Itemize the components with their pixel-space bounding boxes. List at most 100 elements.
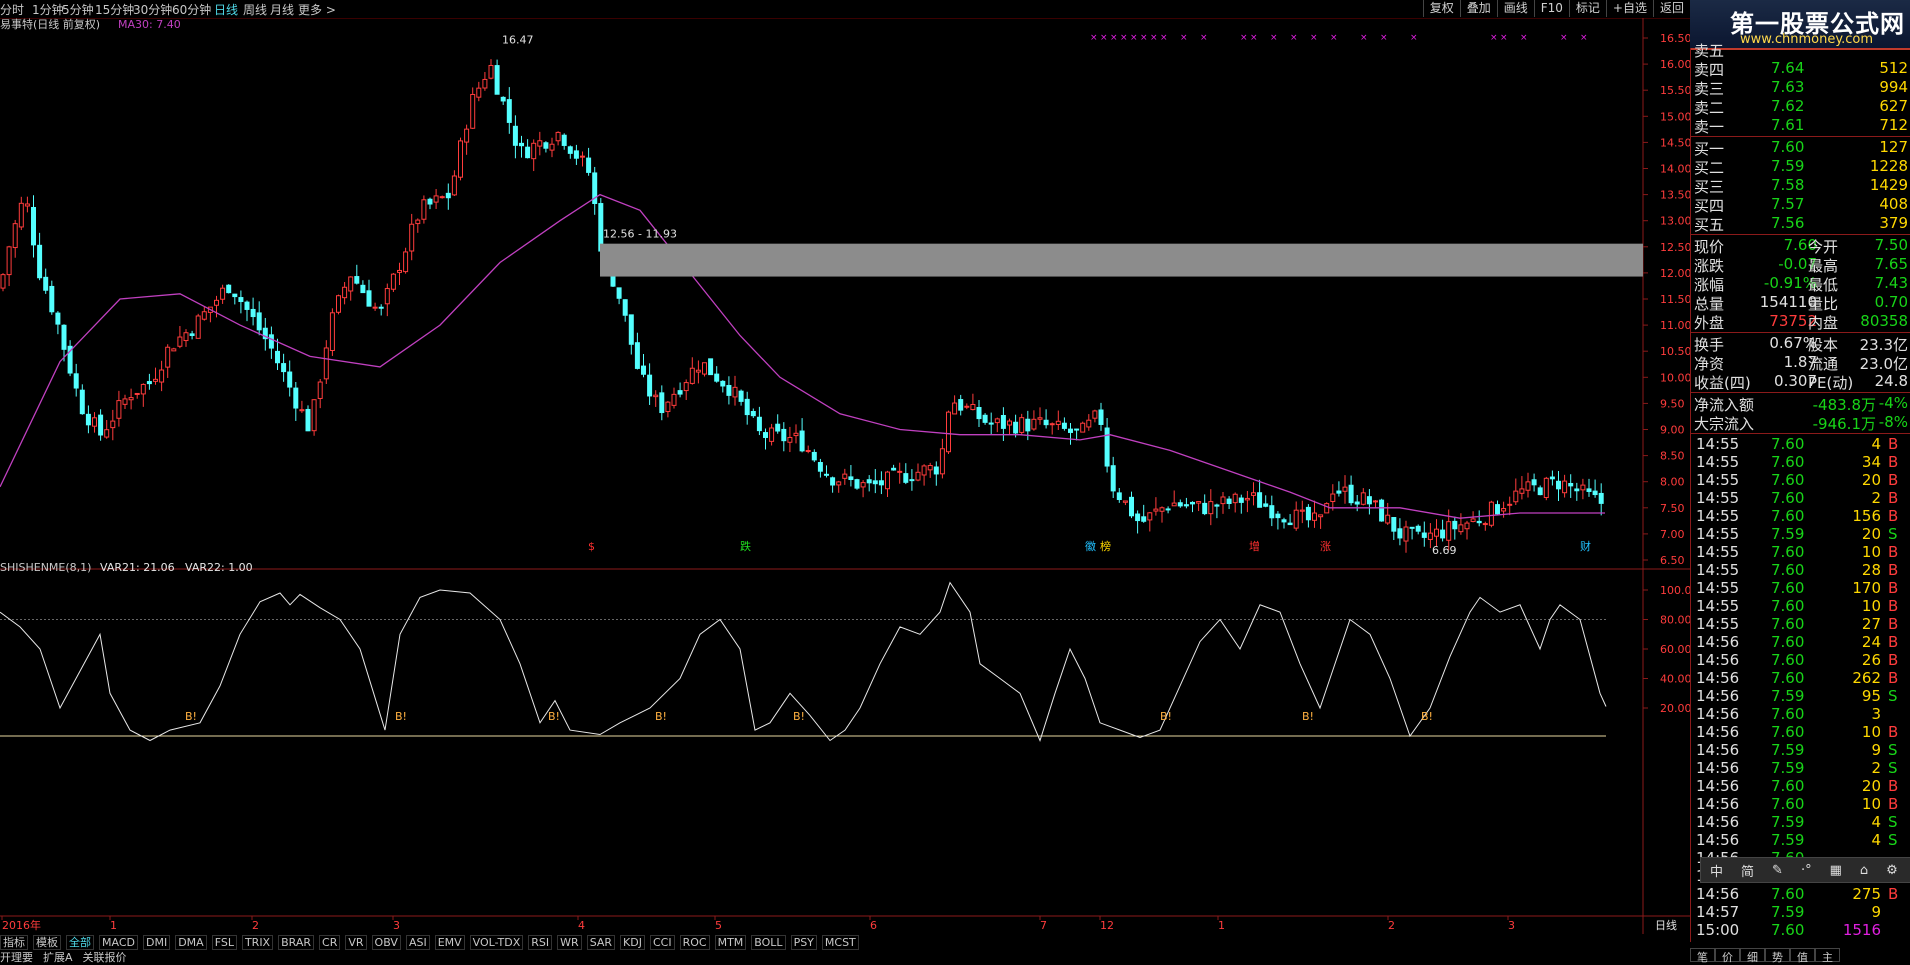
indicator-tab-18[interactable]: KDJ — [620, 935, 645, 950]
stat-row: 净资 1.87 流通 23.0亿 — [1691, 353, 1910, 373]
kline-chart-area[interactable]: 16.5016.0015.5015.0014.5014.0013.5013.00… — [0, 18, 1690, 934]
period-tab-1[interactable]: 1分钟 — [32, 3, 64, 17]
toolbar-button-0[interactable]: 复权 — [1422, 0, 1460, 17]
indicator-tab-21[interactable]: MTM — [714, 935, 747, 950]
candle — [1482, 523, 1488, 526]
indicator-tab-12[interactable]: ASI — [405, 935, 430, 950]
tick-row: 14:55 7.60 170 B — [1691, 579, 1910, 598]
candle — [1074, 428, 1080, 431]
indicator-tab-1[interactable]: 模板 — [33, 935, 61, 950]
period-tab-2[interactable]: 5分钟 — [62, 3, 94, 17]
toolbar-button-6[interactable]: 返回 — [1652, 0, 1690, 17]
indicator-tab-4[interactable]: DMI — [142, 935, 171, 950]
indicator-tab-3[interactable]: MACD — [99, 935, 138, 950]
candle — [1141, 516, 1147, 522]
tick-time: 14:55 — [1696, 615, 1740, 633]
keyboard-icon[interactable]: ▦ — [1829, 862, 1842, 878]
period-tab-7[interactable]: 周线 — [243, 3, 268, 17]
xaxis-label-2: 2 — [252, 919, 259, 932]
panel-tab-2[interactable]: 细 — [1740, 948, 1765, 964]
tick-vol: 24 — [1861, 633, 1881, 651]
candle — [1110, 465, 1116, 492]
indicator-tab-23[interactable]: PSY — [790, 935, 817, 950]
candle — [1068, 428, 1073, 433]
candle — [1019, 417, 1025, 433]
candle — [1287, 522, 1293, 526]
candle — [1501, 508, 1507, 512]
indicator-tab-9[interactable]: CR — [319, 935, 341, 950]
toolbar-button-5[interactable]: +自选 — [1605, 0, 1653, 17]
indicator-tab-15[interactable]: RSI — [528, 935, 553, 950]
var22-label: VAR22: 1.00 — [185, 561, 253, 574]
floating-toolbar[interactable]: 中 简 ✎ ·° ▦ ⌂ ⚙ — [1700, 857, 1910, 883]
candle — [85, 413, 91, 426]
simplified-button[interactable]: 简 — [1741, 864, 1755, 880]
period-tab-0[interactable]: 分时 — [0, 3, 25, 17]
shirt-icon[interactable]: ⌂ — [1859, 862, 1869, 878]
indicator-tab-22[interactable]: BOLL — [751, 935, 786, 950]
panel-tab-4[interactable]: 值 — [1790, 948, 1815, 964]
indicator-tab-14[interactable]: VOL-TDX — [469, 935, 524, 950]
indicator-tab-6[interactable]: FSL — [211, 935, 237, 950]
candle — [1592, 490, 1598, 496]
panel-tab-3[interactable]: 势 — [1765, 948, 1790, 964]
candle — [1415, 525, 1421, 532]
indicator-tab-0[interactable]: 指标 — [0, 935, 28, 950]
stat-row: 收益(四) 0.307 PE(动) 24.8 — [1691, 372, 1910, 392]
indicator-tab-8[interactable]: BRAR — [278, 935, 315, 950]
pen-icon[interactable]: ✎ — [1772, 862, 1783, 878]
indicator-tab-10[interactable]: VR — [345, 935, 367, 950]
lang-cn-button[interactable]: 中 — [1710, 864, 1724, 880]
period-tab-9[interactable]: 更多 > — [298, 3, 336, 17]
event-x-marker: × — [1270, 33, 1278, 43]
bottom-link-1[interactable]: 扩展A — [43, 951, 73, 964]
panel-tab-1[interactable]: 价 — [1715, 948, 1740, 964]
indicator-tab-7[interactable]: TRIX — [241, 935, 274, 950]
bottom-link-2[interactable]: 关联报价 — [82, 951, 127, 964]
xaxis-label-6: 6 — [870, 919, 877, 932]
indicator-tab-2[interactable]: 全部 — [66, 935, 94, 950]
tick-time: 14:56 — [1696, 777, 1740, 795]
ask-price: 7.62 — [1771, 97, 1805, 115]
period-tab-6[interactable]: 日线 — [214, 3, 239, 17]
panel-tab-0[interactable]: 笔 — [1690, 948, 1715, 964]
toolbar-button-1[interactable]: 叠加 — [1459, 0, 1497, 17]
indicator-tab-17[interactable]: SAR — [586, 935, 616, 950]
event-x-marker: × — [1100, 33, 1108, 43]
period-tab-4[interactable]: 30分钟 — [133, 3, 173, 17]
indicator-tab-13[interactable]: EMV — [434, 935, 465, 950]
candle — [1427, 532, 1433, 540]
indicator-tab-20[interactable]: ROC — [679, 935, 710, 950]
candle — [750, 411, 756, 417]
indicator-tab-24[interactable]: MCST — [821, 935, 859, 950]
bid-label: 买一 — [1694, 140, 1725, 158]
gear-icon[interactable]: ⚙ — [1886, 862, 1898, 878]
tick-vol: 9 — [1871, 741, 1881, 759]
dots-icon[interactable]: ·° — [1800, 862, 1812, 878]
indicator-tab-19[interactable]: CCI — [649, 935, 675, 950]
indicator-tab-5[interactable]: DMA — [175, 935, 207, 950]
period-tab-5[interactable]: 60分钟 — [172, 3, 212, 17]
candle — [354, 276, 360, 284]
candle — [695, 369, 701, 373]
indicator-tab-16[interactable]: WR — [557, 935, 582, 950]
panel-tab-5[interactable]: 主 — [1815, 948, 1840, 964]
candle — [439, 196, 445, 199]
toolbar-button-2[interactable]: 画线 — [1496, 0, 1534, 17]
toolbar-button-3[interactable]: F10 — [1533, 0, 1569, 17]
period-tab-8[interactable]: 月线 — [270, 3, 295, 17]
stat-value: 0.67% — [1769, 334, 1817, 352]
candle — [1507, 503, 1513, 506]
event-x-marker: × — [1130, 33, 1138, 43]
candle — [726, 384, 732, 396]
candle — [946, 411, 951, 453]
tick-row: 14:56 7.59 2 S — [1691, 759, 1910, 778]
ask-vol: 994 — [1879, 78, 1908, 96]
bottom-link-0[interactable]: 开理要 — [0, 951, 33, 964]
indicator-tab-11[interactable]: OBV — [371, 935, 401, 950]
candle — [561, 134, 567, 146]
period-tab-3[interactable]: 15分钟 — [95, 3, 135, 17]
toolbar-button-4[interactable]: 标记 — [1568, 0, 1606, 17]
candle — [79, 389, 85, 415]
candle — [1025, 418, 1031, 432]
